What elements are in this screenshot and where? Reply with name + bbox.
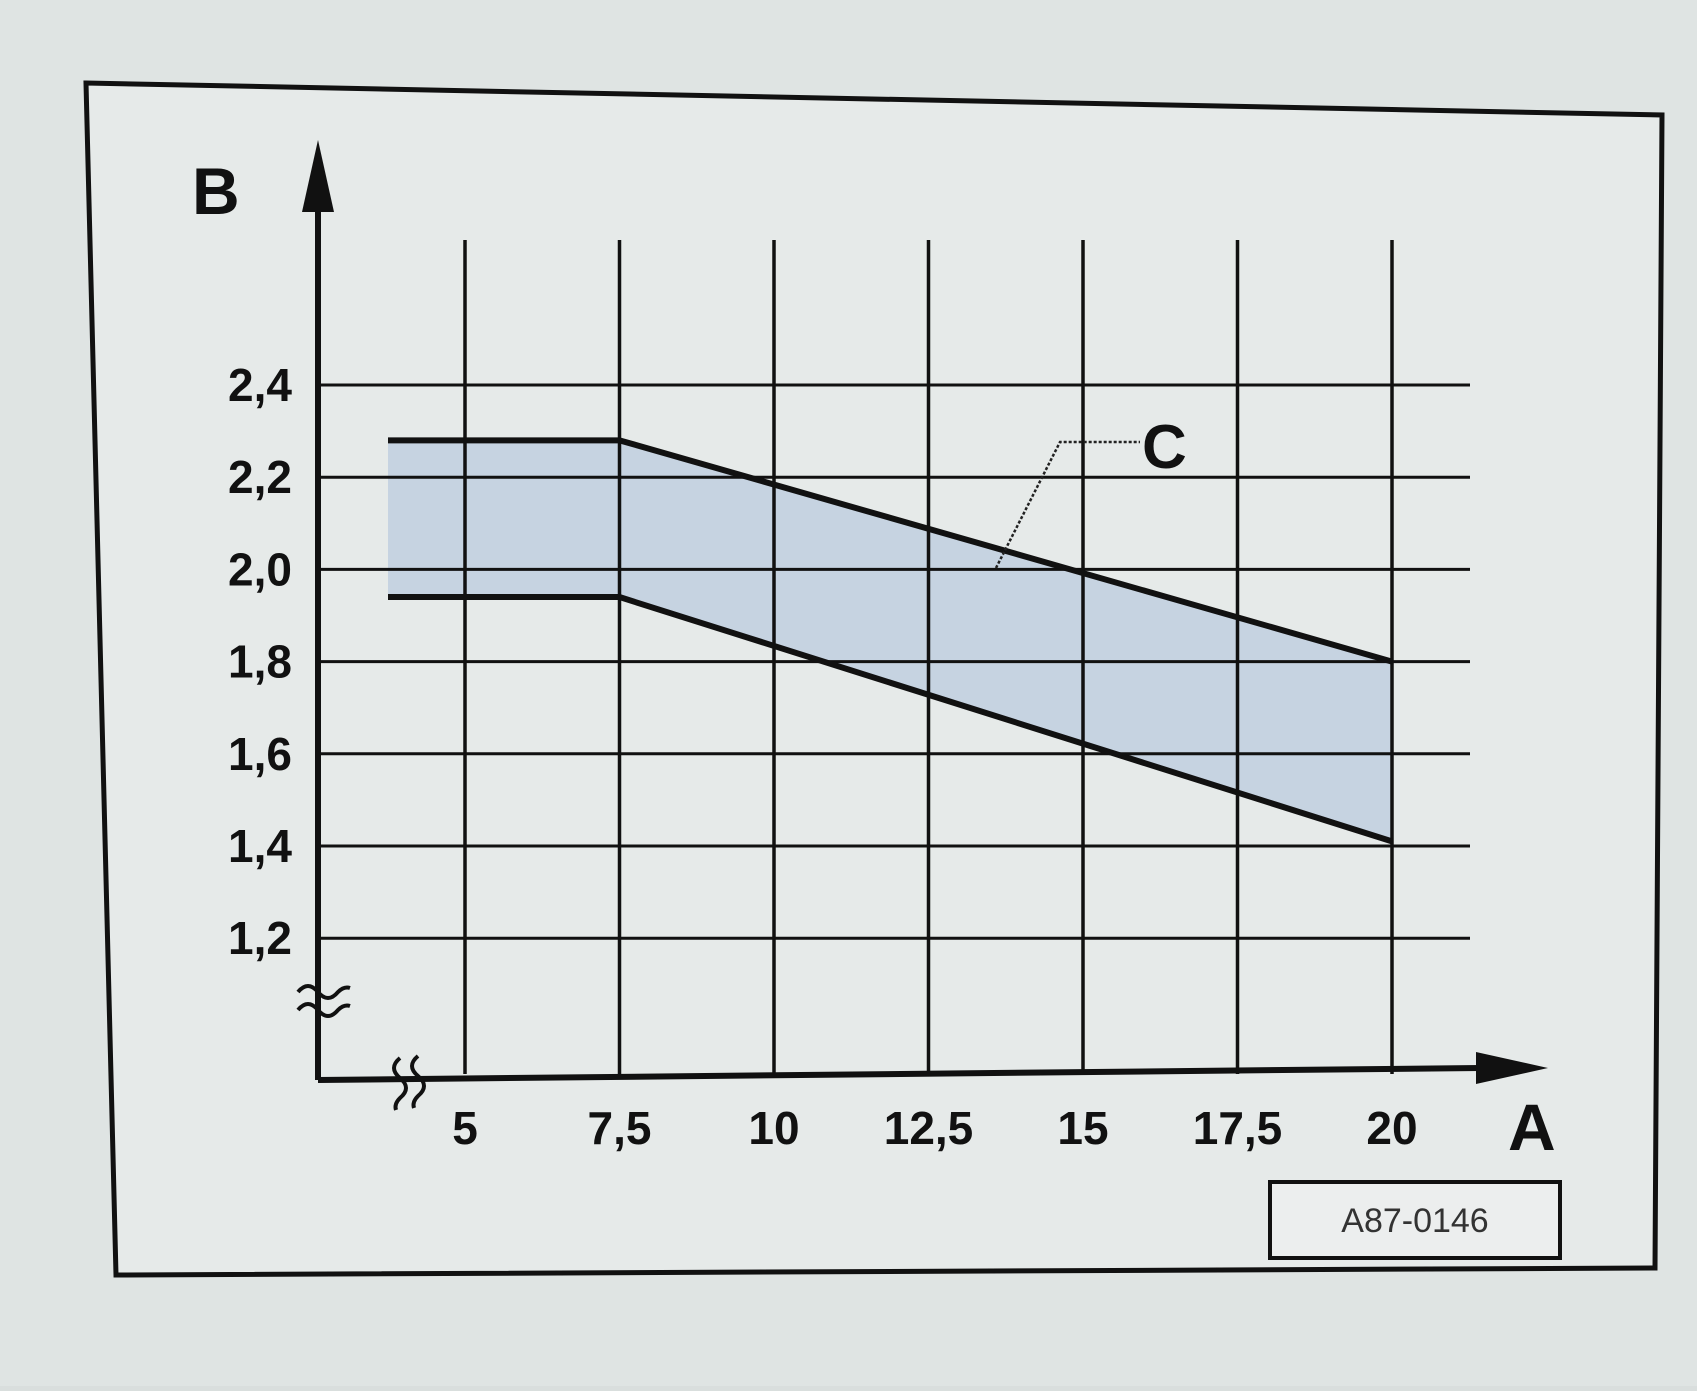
x-axis-break-icon bbox=[392, 1054, 426, 1111]
x-tick-labels: 5 7,5 10 12,5 15 17,5 20 bbox=[452, 1102, 1417, 1154]
band-upper-line bbox=[388, 437, 1393, 665]
reference-code: A87-0146 bbox=[1341, 1202, 1488, 1240]
y-axis-break-icon bbox=[296, 984, 351, 1018]
x-tick-label: 12,5 bbox=[884, 1102, 974, 1154]
x-tick-label: 20 bbox=[1366, 1102, 1417, 1154]
y-tick-label: 1,8 bbox=[228, 636, 292, 688]
grid-vertical bbox=[463, 240, 1394, 1074]
y-tick-label: 1,2 bbox=[228, 912, 292, 964]
x-tick-label: 10 bbox=[748, 1102, 799, 1154]
y-tick-label: 2,0 bbox=[228, 543, 292, 595]
x-tick-label: 17,5 bbox=[1193, 1102, 1283, 1154]
x-tick-label: 7,5 bbox=[588, 1102, 652, 1154]
y-tick-label: 1,4 bbox=[228, 820, 292, 872]
y-axis-label: B bbox=[192, 154, 240, 228]
band-label: C bbox=[1142, 413, 1187, 482]
y-tick-label: 2,2 bbox=[228, 451, 292, 503]
x-axis-line bbox=[317, 1065, 1481, 1083]
x-axis-arrow bbox=[1476, 1052, 1548, 1084]
y-tick-label: 1,6 bbox=[228, 728, 292, 780]
band-lower-line bbox=[388, 594, 1393, 845]
band-area bbox=[388, 440, 1392, 842]
y-axis-arrow bbox=[302, 140, 334, 212]
reference-code-box bbox=[1268, 1180, 1562, 1260]
grid-horizontal bbox=[320, 383, 1470, 940]
x-tick-label: 5 bbox=[452, 1102, 478, 1154]
x-axis-label: A bbox=[1508, 1090, 1556, 1164]
band-label-leader bbox=[994, 440, 1140, 569]
y-tick-labels: 2,4 2,2 2,0 1,8 1,6 1,4 1,2 bbox=[228, 359, 292, 964]
x-tick-label: 15 bbox=[1057, 1102, 1108, 1154]
y-tick-label: 2,4 bbox=[228, 359, 292, 411]
